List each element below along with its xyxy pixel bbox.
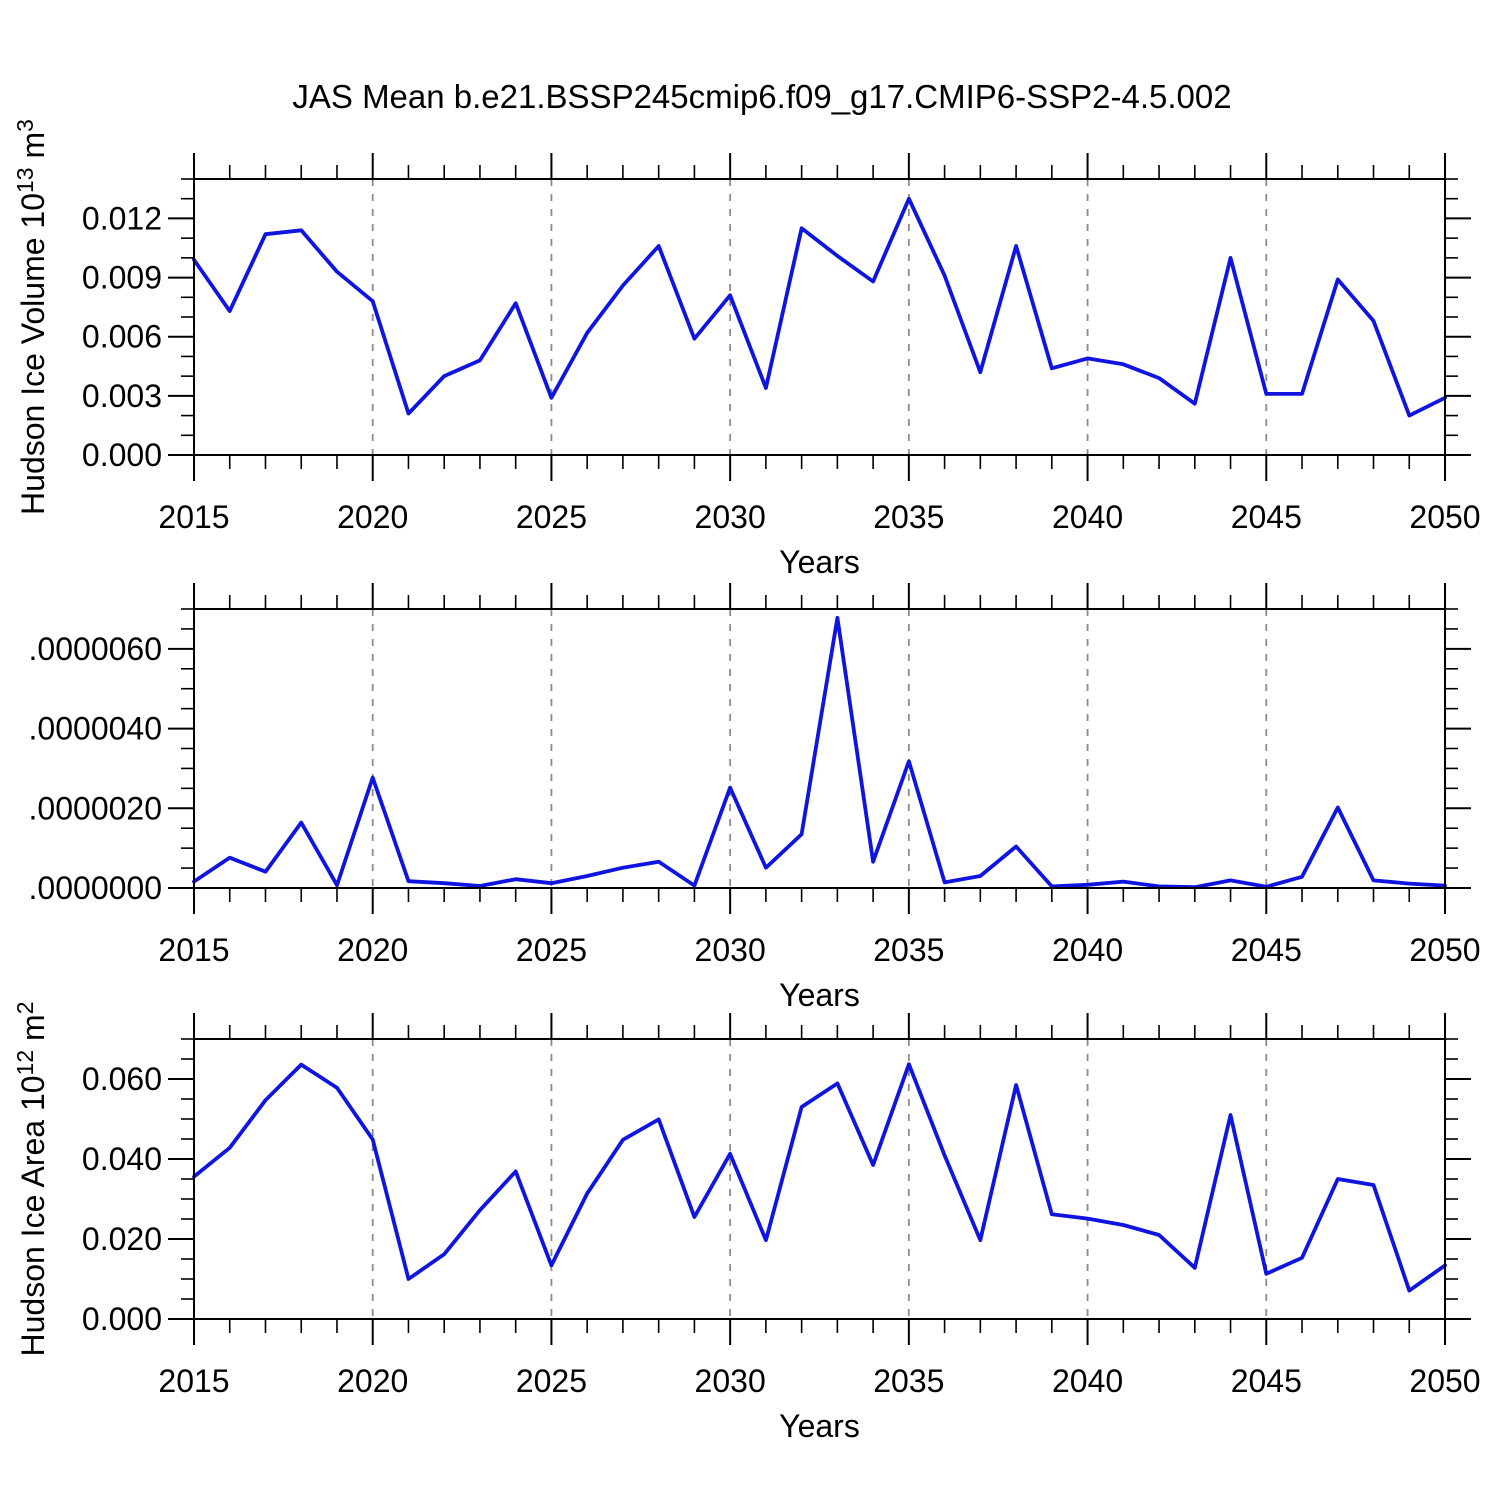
y-tick-label: 0.020 xyxy=(82,1221,162,1257)
data-line xyxy=(192,196,1447,418)
x-tick-label: 2035 xyxy=(873,1363,944,1399)
y-axis-title: Hudson Ice Volume 1013​ m3​ xyxy=(12,119,51,515)
y-tick-label: .0000020 xyxy=(29,790,162,826)
x-tick-label: 2025 xyxy=(516,499,587,535)
y-tick-label: 0.000 xyxy=(82,437,162,473)
x-tick-label: 2040 xyxy=(1052,932,1123,968)
y-tick-label: 0.009 xyxy=(82,260,162,296)
x-tick-label: 2050 xyxy=(1409,1363,1480,1399)
x-tick-label: 2045 xyxy=(1231,932,1302,968)
y-tick-label: 0.012 xyxy=(82,200,162,236)
x-tick-label: 2050 xyxy=(1409,932,1480,968)
x-tick-label: 2020 xyxy=(337,499,408,535)
x-tick-label: 2035 xyxy=(873,499,944,535)
x-axis-title: Years xyxy=(779,544,860,580)
x-tick-label: 2020 xyxy=(337,1363,408,1399)
x-axis-title: Years xyxy=(779,1408,860,1444)
y-tick-label: 0.040 xyxy=(82,1141,162,1177)
x-tick-label: 2015 xyxy=(158,1363,229,1399)
x-axis-title: Years xyxy=(779,977,860,1013)
y-tick-label: 0.060 xyxy=(82,1061,162,1097)
y-axis-title: Hudson Ice Area 1012​ m2​ xyxy=(12,1001,51,1356)
x-tick-label: 2045 xyxy=(1231,1363,1302,1399)
y-tick-label: 0.003 xyxy=(82,378,162,414)
x-tick-label: 2015 xyxy=(158,932,229,968)
y-tick-label: .0000040 xyxy=(29,711,162,747)
y-tick-label: 0.006 xyxy=(82,319,162,355)
x-tick-label: 2030 xyxy=(695,499,766,535)
x-tick-label: 2045 xyxy=(1231,499,1302,535)
x-tick-label: 2030 xyxy=(695,932,766,968)
chart-title: JAS Mean b.e21.BSSP245cmip6.f09_g17.CMIP… xyxy=(292,78,1231,115)
x-tick-label: 2050 xyxy=(1409,499,1480,535)
y-tick-label: .0000060 xyxy=(29,631,162,667)
panel-hudson-ice-volume: 0.000 0.003 0.006 0.009 0.012 2015 2020 2025 203… xyxy=(12,119,1481,580)
x-tick-label: 2025 xyxy=(516,1363,587,1399)
panel-hudson-ice-area: 0.000 0.020 0.040 0.060 2015 2020 2025 2030 2035… xyxy=(12,1001,1481,1444)
x-tick-label: 2035 xyxy=(873,932,944,968)
x-tick-label: 2025 xyxy=(516,932,587,968)
x-tick-label: 2040 xyxy=(1052,1363,1123,1399)
data-line xyxy=(192,1062,1447,1293)
x-tick-label: 2030 xyxy=(695,1363,766,1399)
x-tick-label: 2015 xyxy=(158,499,229,535)
x-tick-label: 2040 xyxy=(1052,499,1123,535)
panel-hudson-ice-middle: .0000000 .0000020 .0000040 .0000060 2015 2020… xyxy=(29,583,1481,1013)
y-tick-label: 0.000 xyxy=(82,1301,162,1337)
data-line xyxy=(192,615,1447,890)
x-tick-label: 2020 xyxy=(337,932,408,968)
y-tick-label: .0000000 xyxy=(29,870,162,906)
